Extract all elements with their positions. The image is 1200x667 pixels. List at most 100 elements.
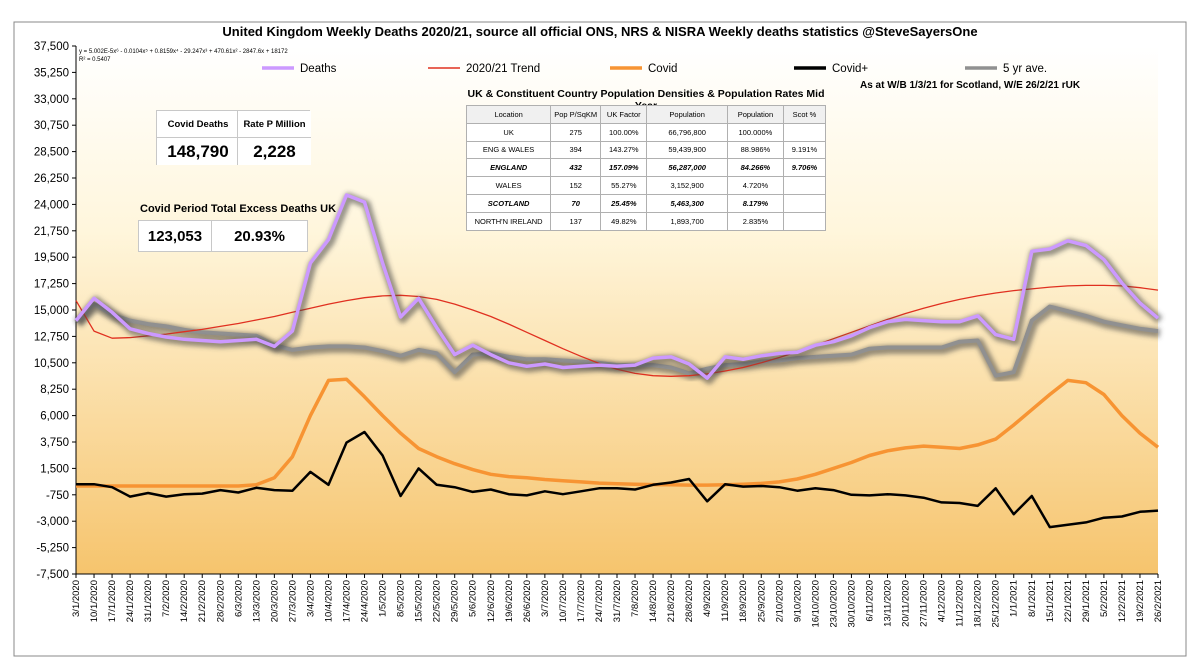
legend: Deaths 2020/21 Trend Covid Covid+ 5 yr ave. <box>262 63 1047 75</box>
x-tick-label: 10/7/2020 <box>558 580 569 622</box>
x-tick-label: 24/1/2020 <box>125 580 136 622</box>
y-tick-label: 1,500 <box>40 463 69 475</box>
x-tick-label: 10/1/2020 <box>89 580 100 622</box>
x-tick-label: 6/11/2020 <box>864 580 875 622</box>
x-tick-label: 15/5/2020 <box>414 580 425 622</box>
x-tick-label: 14/2/2020 <box>179 580 190 622</box>
x-tick-label: 1/1/2021 <box>1009 580 1020 617</box>
population-table-cell: 9.191% <box>782 140 827 160</box>
y-tick-labels: 37,500 35,250 33,000 30,750 28,500 26,250 24,0… <box>34 41 76 581</box>
y-tick-label: 6,000 <box>40 411 69 423</box>
excess-deaths-value: 123,053 <box>139 221 211 251</box>
x-tick-labels: 3/1/2020 10/1/2020 17/1/2020 24/1/2020 31/1/… <box>71 574 1164 628</box>
population-table-cell: SCOTLAND <box>465 193 552 213</box>
population-table-cell <box>782 193 827 213</box>
population-table-cell: 9.706% <box>782 158 827 178</box>
x-tick-label: 25/12/2020 <box>991 580 1002 628</box>
population-table-cell: 137 <box>550 211 602 231</box>
x-tick-label: 16/10/2020 <box>810 580 821 628</box>
x-tick-label: 22/5/2020 <box>432 580 443 622</box>
x-tick-label: 30/10/2020 <box>846 580 857 628</box>
population-table-cell: 55.27% <box>600 176 648 195</box>
population-table-header-cell: Pop P/SqKM <box>550 105 602 124</box>
x-tick-label: 29/5/2020 <box>450 580 461 622</box>
population-table-cell: 70 <box>550 193 602 213</box>
series-line-deaths <box>74 193 1160 380</box>
population-table-cell: ENG & WALES <box>465 140 552 160</box>
x-tick-label: 26/2/2021 <box>1153 580 1164 622</box>
population-table-cell <box>782 176 827 195</box>
y-tick-label: 37,500 <box>34 41 69 53</box>
y-tick-label: -7,500 <box>36 569 69 581</box>
population-table-cell: 100.00% <box>600 122 648 142</box>
x-tick-label: 13/11/2020 <box>883 580 894 627</box>
x-tick-label: 8/1/2021 <box>1027 580 1038 617</box>
x-tick-label: 7/8/2020 <box>630 580 641 617</box>
x-tick-label: 4/9/2020 <box>702 580 713 617</box>
population-table-cell <box>782 122 827 142</box>
population-table-cell: 56,287,000 <box>646 158 728 178</box>
trend-equation: y = 5.002E-5x⁶ - 0.0104x⁵ + 0.8159x⁴ - 2… <box>79 48 288 55</box>
x-tick-label: 3/7/2020 <box>540 580 551 617</box>
x-tick-label: 19/6/2020 <box>504 580 515 622</box>
population-table-cell: 143.27% <box>600 140 648 160</box>
excess-deaths-label: Covid Period Total Excess Deaths UK <box>140 203 337 215</box>
population-table-cell: 49.82% <box>600 211 648 231</box>
chart-title: United Kingdom Weekly Deaths 2020/21, so… <box>222 24 977 39</box>
population-table-cell: NORTH'N IRELAND <box>465 211 552 231</box>
population-table-cell: WALES <box>465 176 552 195</box>
x-tick-label: 26/6/2020 <box>522 580 533 622</box>
series-line-covid <box>76 430 1159 529</box>
population-table-cell: 25.45% <box>600 193 648 213</box>
x-tick-label: 17/7/2020 <box>576 580 587 622</box>
covid-summary-box: Covid Deaths Rate P Million 148,790 2,22… <box>156 110 311 165</box>
x-tick-label: 3/4/2020 <box>305 580 316 617</box>
x-tick-label: 10/4/2020 <box>323 580 334 622</box>
population-table-cell: 66,796,800 <box>646 122 728 142</box>
y-tick-label: 17,250 <box>34 279 69 291</box>
x-tick-label: 20/3/2020 <box>269 580 280 622</box>
population-table-header-cell: Population <box>646 105 728 124</box>
x-tick-label: 22/1/2021 <box>1063 580 1074 622</box>
rate-value: 2,228 <box>237 137 311 165</box>
legend-label: 5 yr ave. <box>1003 63 1047 75</box>
x-tick-label: 29/1/2021 <box>1081 580 1092 622</box>
population-table-grid: Location Pop P/SqKM UK Factor Population Pop… <box>465 105 827 231</box>
y-tick-label: 21,750 <box>34 226 69 238</box>
y-tick-label: -5,250 <box>36 543 69 555</box>
x-tick-label: 12/2/2021 <box>1117 580 1128 622</box>
x-tick-label: 27/11/2020 <box>919 580 930 627</box>
x-tick-label: 31/7/2020 <box>612 580 623 622</box>
x-tick-label: 25/9/2020 <box>756 580 767 622</box>
legend-label: Deaths <box>300 63 337 75</box>
population-table-row: ENGLAND 432 157.09% 56,287,000 84.266% 9.706% <box>465 158 827 178</box>
x-tick-label: 5/2/2021 <box>1099 580 1110 617</box>
population-table-cell: 432 <box>550 158 602 178</box>
x-tick-label: 6/3/2020 <box>233 580 244 617</box>
y-tick-label: 19,500 <box>34 252 69 264</box>
y-tick-label: 26,250 <box>34 173 69 185</box>
x-tick-label: 27/3/2020 <box>287 580 298 622</box>
population-table-cell: 152 <box>550 176 602 195</box>
x-tick-label: 21/2/2020 <box>197 580 208 622</box>
population-table-row: WALES 152 55.27% 3,152,900 4.720% <box>465 176 827 195</box>
x-tick-label: 14/8/2020 <box>648 580 659 622</box>
population-table-row: NORTH'N IRELAND 137 49.82% 1,893,700 2.835% <box>465 211 827 231</box>
excess-deaths-box: 123,053 20.93% <box>138 220 308 252</box>
x-tick-label: 4/12/2020 <box>937 580 948 622</box>
population-table-row: SCOTLAND 70 25.45% 5,463,300 8.179% <box>465 193 827 213</box>
rate-label: Rate P Million <box>237 111 311 137</box>
series-lines <box>74 192 1163 529</box>
y-tick-label: 24,000 <box>34 199 69 211</box>
population-table-cell: 2.835% <box>726 211 784 231</box>
population-table-cell: 157.09% <box>600 158 648 178</box>
population-table-header-cell: Location <box>465 105 552 124</box>
legend-label: Covid <box>648 63 677 75</box>
y-tick-label: -750 <box>46 490 69 502</box>
population-table-header: Location Pop P/SqKM UK Factor Population Pop… <box>465 105 827 124</box>
population-table-cell: 394 <box>550 140 602 160</box>
x-tick-label: 9/10/2020 <box>792 580 803 622</box>
x-tick-label: 12/6/2020 <box>486 580 497 622</box>
population-table-cell: 84.266% <box>726 158 784 178</box>
